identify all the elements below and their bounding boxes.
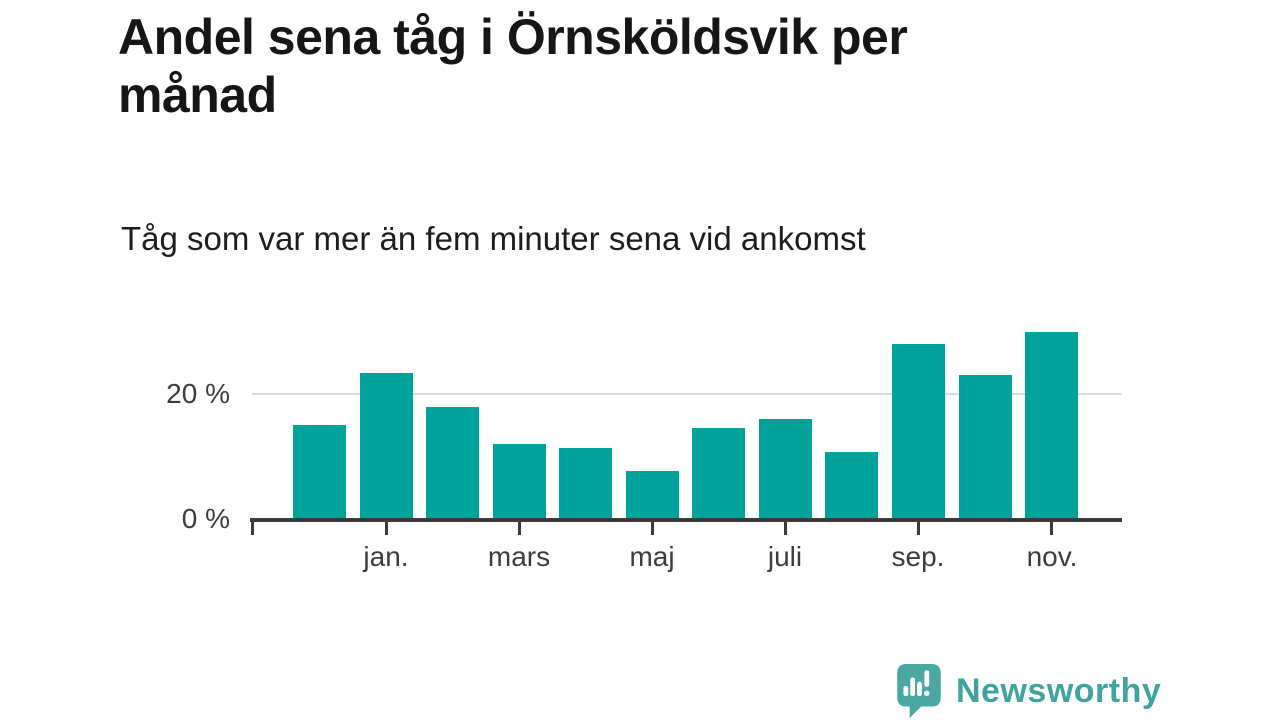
chart-bar	[759, 419, 812, 519]
chart-bar	[426, 407, 479, 519]
chart-subtitle: Tåg som var mer än fem minuter sena vid …	[121, 220, 866, 257]
chart-bar	[692, 428, 745, 519]
x-axis-line	[250, 518, 1122, 522]
x-axis-tick	[1050, 521, 1053, 535]
newsworthy-logo[interactable]: Newsworthy	[896, 663, 1161, 719]
x-axis-tick-label: sep.	[891, 541, 945, 572]
x-axis-tick-label: jan.	[363, 541, 409, 572]
x-axis-tick-label: mars	[487, 541, 551, 572]
y-axis-tick-label: 0 %	[181, 503, 230, 534]
chart-bar	[825, 452, 878, 519]
x-axis-tick	[385, 521, 388, 535]
chart-bar	[626, 471, 679, 519]
chart-bar	[1025, 332, 1078, 519]
chart-title: Andel sena tåg i Örnsköldsvik per månad	[118, 9, 908, 123]
chart-bar	[892, 344, 945, 519]
newsworthy-wordmark: Newsworthy	[956, 672, 1162, 710]
x-axis-outer-tick	[251, 521, 254, 535]
x-axis-tick-label: juli	[767, 541, 803, 572]
chart-bar	[293, 425, 346, 519]
chart-bar	[360, 373, 413, 519]
x-axis-tick	[917, 521, 920, 535]
x-axis-tick	[784, 521, 787, 535]
x-axis-tick-label: maj	[629, 541, 675, 572]
y-axis-tick-label: 20 %	[166, 378, 230, 409]
x-axis-tick-label: nov.	[1026, 541, 1078, 572]
bar-chart-speech-bubble-icon	[897, 664, 941, 718]
chart-bar	[493, 444, 546, 519]
x-axis-tick	[518, 521, 521, 535]
gridline-20	[252, 393, 1122, 395]
x-axis-tick	[651, 521, 654, 535]
chart-bar	[559, 448, 612, 519]
chart-bar	[959, 375, 1012, 519]
